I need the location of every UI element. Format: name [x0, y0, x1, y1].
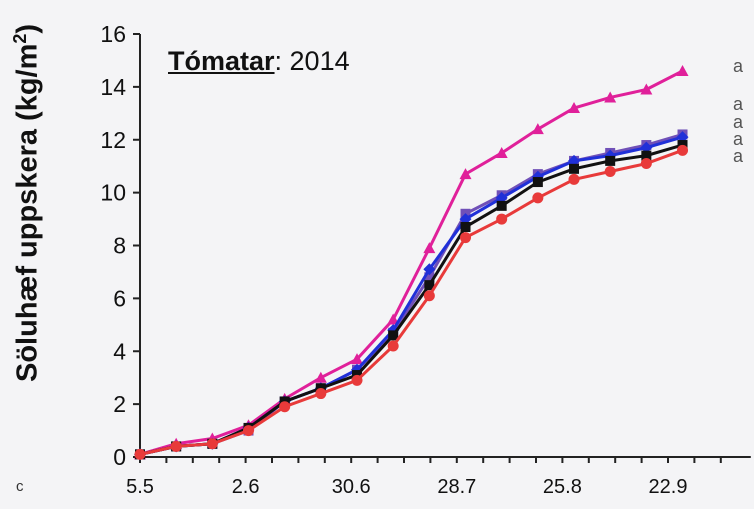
panel-label: c: [16, 478, 24, 495]
data-point: [641, 150, 652, 161]
data-point: [495, 146, 508, 158]
significance-label: a: [733, 129, 744, 149]
data-point: [640, 158, 652, 170]
y-tick-label: 4: [113, 338, 126, 364]
y-tick-label: 16: [100, 21, 126, 47]
chart-title-suffix: : 2014: [274, 46, 350, 76]
data-point: [351, 374, 363, 386]
data-point: [314, 371, 327, 383]
y-axis-label: Söluhæf uppskera (kg/m2): [10, 24, 50, 382]
series-line: [139, 69, 684, 456]
data-point: [423, 242, 436, 254]
x-tick-label: 28.7: [437, 476, 476, 498]
data-point: [604, 165, 616, 177]
significance-label: a: [733, 94, 744, 114]
data-point: [387, 340, 399, 352]
data-point: [496, 213, 508, 225]
significance-label: a: [733, 146, 744, 166]
y-tick-label: 14: [100, 74, 126, 100]
data-point: [532, 177, 543, 188]
significance-label: a: [733, 56, 744, 76]
data-point: [677, 144, 689, 156]
y-tick-label: 10: [100, 180, 126, 206]
data-point: [605, 155, 616, 166]
axes: 0 2 4 6 8 10 12 14 16 5.5 2.6 30.6 28.7 25.8 22.9: [100, 21, 751, 498]
data-point: [568, 102, 581, 114]
y-tick-label: 0: [113, 444, 126, 470]
y-axis-label-main: Söluhæf uppskera (kg/m: [11, 43, 44, 382]
series-line: [139, 135, 683, 456]
data-point: [640, 83, 653, 95]
data-point: [134, 448, 146, 460]
data-point: [531, 123, 544, 135]
data-point: [351, 353, 364, 365]
x-tick-label: 22.9: [649, 476, 688, 498]
chart-title-keyword: Tómatar: [168, 46, 275, 76]
data-point: [423, 290, 435, 302]
data-point: [532, 192, 544, 204]
chart-title: Tómatar: 2014: [168, 46, 350, 77]
data-point: [604, 91, 617, 103]
data-point: [676, 65, 689, 77]
series-group: [134, 65, 689, 461]
y-tick-label: 6: [113, 285, 126, 311]
data-point: [170, 440, 182, 452]
series-line: [139, 148, 684, 456]
y-tick-label: 8: [113, 233, 126, 259]
y-axis-label-sup: 2: [10, 33, 30, 44]
data-point: [206, 438, 218, 450]
data-point: [569, 163, 580, 174]
series-line: [139, 133, 683, 456]
data-point: [243, 425, 255, 437]
data-point: [459, 168, 472, 180]
significance-label: a: [733, 112, 744, 132]
y-tick-label: 2: [113, 391, 126, 417]
y-axis-label-tail: ): [11, 23, 44, 34]
data-point: [423, 263, 436, 276]
data-point: [496, 200, 507, 211]
data-point: [387, 313, 400, 325]
x-tick-label: 2.6: [232, 476, 260, 498]
x-tick-label: 30.6: [332, 476, 371, 498]
data-point: [460, 221, 471, 232]
data-point: [568, 173, 580, 185]
data-point: [424, 280, 435, 291]
x-tick-label: 5.5: [126, 476, 154, 498]
data-point: [424, 272, 435, 283]
data-point: [460, 232, 472, 244]
data-point: [279, 401, 291, 413]
data-point: [388, 330, 399, 341]
data-point: [315, 388, 327, 400]
y-tick-label: 12: [100, 127, 126, 153]
x-tick-label: 25.8: [543, 476, 582, 498]
